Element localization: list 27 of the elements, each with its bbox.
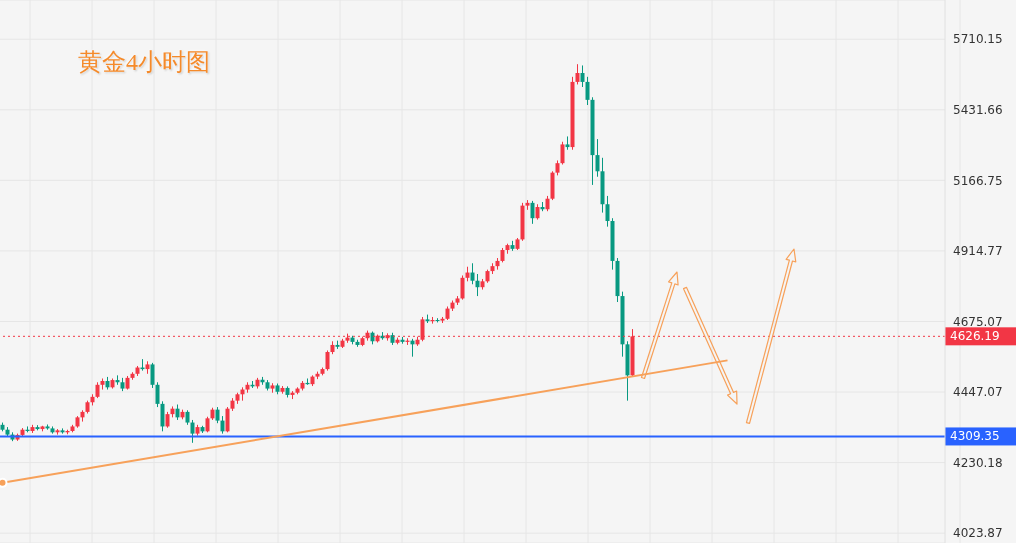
candlestick [155, 381, 160, 408]
candlestick [475, 273, 480, 297]
ref-line-label: 4626.19 [950, 329, 1000, 344]
candlestick [160, 400, 165, 432]
candlestick [580, 64, 585, 88]
y-tick-label: 5166.75 [953, 173, 1003, 188]
candlestick [325, 349, 330, 372]
candlestick [575, 63, 580, 85]
candlestick [595, 138, 600, 178]
candlestick [605, 195, 610, 228]
y-tick-label: 4914.77 [953, 244, 1003, 259]
ref-line-label: 4309.35 [950, 429, 1000, 444]
candlestick [190, 419, 195, 444]
candlestick [470, 262, 475, 285]
candlestick [150, 362, 155, 389]
y-tick-label: 5710.15 [953, 32, 1003, 47]
candlestick [560, 141, 565, 166]
y-tick-label: 4230.18 [953, 455, 1003, 470]
y-tick-label: 4023.87 [953, 526, 1003, 541]
candlestick [585, 76, 590, 106]
text: 黄金4小时图 [78, 48, 210, 77]
candlestick [225, 406, 230, 433]
candlestick [530, 200, 535, 225]
y-tick-label: 4447.07 [953, 385, 1003, 400]
y-tick-label: 4675.07 [953, 314, 1003, 329]
candlestick [460, 274, 465, 301]
y-tick-label: 5431.66 [953, 103, 1003, 118]
